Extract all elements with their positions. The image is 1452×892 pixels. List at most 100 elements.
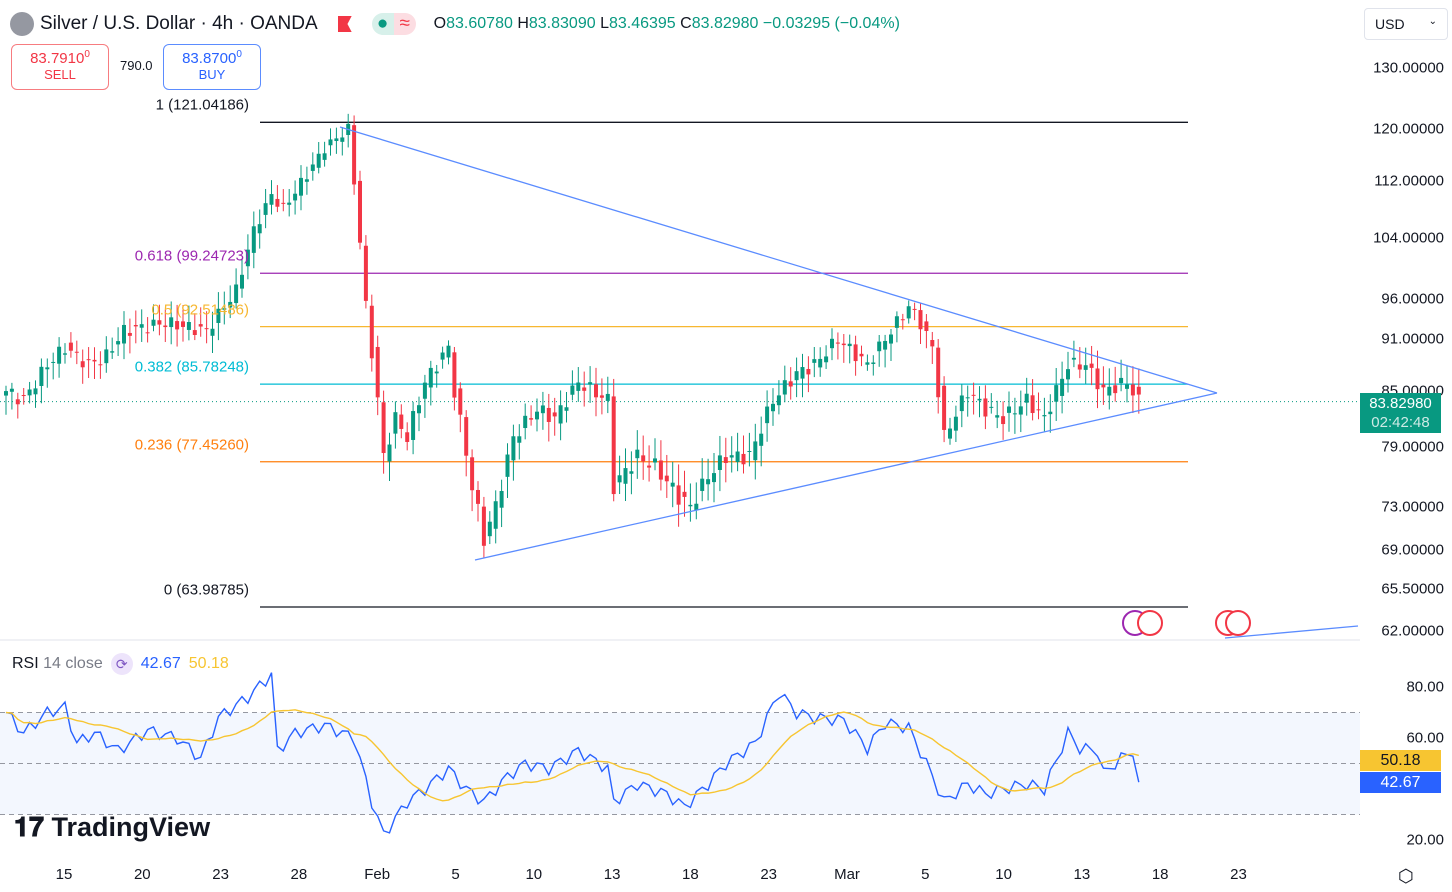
candle-body	[411, 411, 416, 440]
candle-body	[299, 177, 303, 196]
candle-body	[641, 455, 646, 462]
candle-body	[369, 305, 374, 359]
buy-button[interactable]: 83.87000 BUY	[163, 44, 261, 90]
refresh-icon[interactable]: ⟳	[110, 653, 133, 675]
candle-body	[92, 359, 97, 362]
candle-body	[965, 397, 970, 399]
candle-body	[741, 453, 746, 465]
candle-body	[381, 402, 386, 454]
time-axis-label: Feb	[364, 866, 391, 883]
candle-body	[835, 342, 840, 344]
candle-body	[245, 249, 250, 267]
candle-body	[1060, 378, 1065, 396]
candle-body	[281, 202, 286, 204]
candle-body	[1083, 365, 1088, 370]
candle-body	[505, 454, 510, 477]
candle-body	[287, 202, 292, 205]
candle-body	[859, 353, 864, 357]
candle-body	[776, 395, 781, 406]
candle-body	[912, 308, 917, 310]
fib-level-label: 0.618 (99.24723)	[134, 247, 249, 265]
symbol-title[interactable]: Silver / U.S. Dollar · 4h · OANDA	[40, 13, 318, 34]
candle-body	[417, 405, 421, 414]
candle-body	[269, 194, 274, 205]
candle-body	[540, 405, 545, 414]
candle-body	[546, 407, 551, 422]
price-axis-label: 79.00000	[1381, 438, 1444, 456]
settings-icon[interactable]: ⬡	[1398, 866, 1414, 886]
candle-body	[688, 504, 693, 507]
candle-body	[1101, 384, 1106, 388]
candle-body	[729, 455, 734, 458]
candle-body	[830, 338, 834, 349]
candle-body	[989, 406, 994, 408]
candle-body	[635, 449, 640, 459]
candle-body	[771, 403, 775, 412]
trendline	[1224, 625, 1359, 639]
candle-body	[352, 125, 357, 185]
time-axis-label: 23	[1230, 866, 1247, 883]
candle-body	[275, 198, 280, 207]
candle-body	[192, 330, 197, 335]
candle-body	[611, 396, 616, 495]
candle-body	[4, 391, 8, 396]
candle-body	[240, 274, 244, 289]
candle-body	[1071, 357, 1076, 360]
candle-body	[712, 473, 716, 483]
candle-body	[983, 398, 988, 417]
candle-body	[263, 203, 268, 215]
candle-body	[98, 364, 103, 366]
candle-body	[1042, 415, 1047, 417]
candle-body	[841, 343, 846, 346]
candle-body	[228, 301, 233, 308]
candle-body	[470, 457, 475, 491]
time-axis-label: 5	[451, 866, 460, 883]
market-status[interactable]: ● ≈	[371, 13, 416, 35]
price-axis-label: 91.00000	[1381, 330, 1444, 348]
price-axis-label: 65.50000	[1381, 580, 1444, 598]
candle-body	[788, 381, 793, 387]
currency-select[interactable]: USD ⌄	[1364, 8, 1448, 40]
candle-body	[45, 367, 50, 370]
candle-body	[27, 389, 32, 396]
flag-icon[interactable]	[337, 16, 352, 32]
candle-body	[422, 382, 427, 399]
candle-body	[1125, 384, 1129, 389]
candle-body	[428, 367, 433, 388]
candle-body	[564, 407, 569, 411]
candle-body	[9, 388, 14, 392]
candle-body	[405, 432, 410, 442]
tradingview-logo: 𝟏𝟕 TradingView	[14, 812, 211, 842]
candle-body	[570, 385, 575, 395]
candle-body	[883, 340, 888, 350]
time-axis-label: 18	[682, 866, 699, 883]
current-price-label: 83.82980 02:42:48	[1360, 393, 1441, 433]
candle-body	[682, 491, 687, 497]
candle-body	[175, 321, 180, 330]
rsi-legend: RSI 14 close ⟳ 42.67 50.18	[12, 653, 229, 675]
candle-body	[481, 506, 486, 546]
candle-body	[552, 412, 557, 417]
candle-body	[122, 324, 126, 344]
candle-body	[900, 319, 905, 321]
rsi-axis-label: 80.00	[1406, 678, 1444, 696]
candle-body	[1066, 369, 1070, 380]
candle-body	[63, 353, 67, 355]
sell-button[interactable]: 83.79100 SELL	[11, 44, 109, 90]
candle-body	[517, 436, 522, 443]
candle-body	[930, 340, 935, 347]
candle-body	[216, 308, 221, 323]
candle-body	[316, 153, 321, 168]
candle-body	[653, 458, 657, 463]
price-axis-label: 96.00000	[1381, 290, 1444, 308]
candle-body	[1107, 386, 1112, 396]
candle-body	[924, 321, 929, 331]
candle-body	[476, 489, 480, 504]
candle-body	[889, 334, 893, 344]
candle-body	[1012, 413, 1017, 415]
candle-body	[464, 417, 469, 456]
silver-logo-icon	[10, 12, 34, 36]
chart-header: Silver / U.S. Dollar · 4h · OANDA ● ≈ O83…	[10, 10, 900, 38]
candle-body	[293, 193, 298, 201]
